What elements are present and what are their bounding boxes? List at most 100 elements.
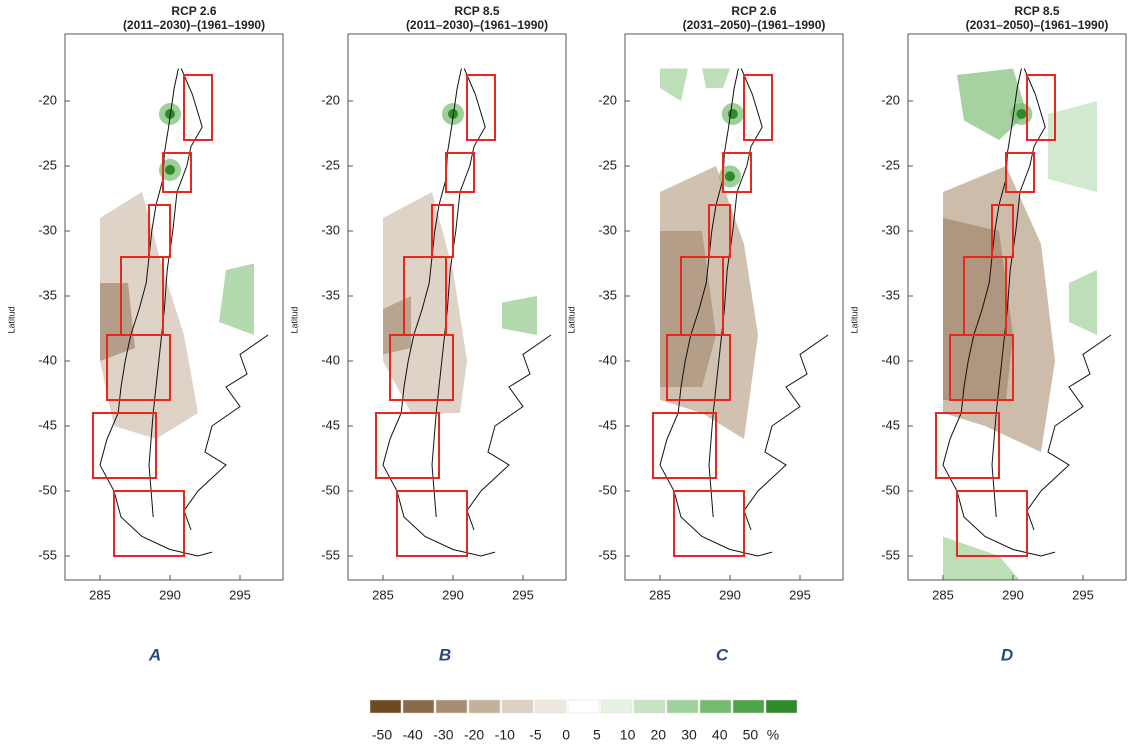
- y-tick-label: -50: [321, 482, 340, 497]
- anomaly-shade: [943, 218, 1013, 400]
- region-box: [396, 490, 468, 557]
- colorbar-swatch: [732, 699, 765, 714]
- colorbar-label: -10: [495, 727, 515, 743]
- region-box: [113, 490, 185, 557]
- x-tick-label: 285: [649, 587, 671, 602]
- axes-frame: [64, 33, 284, 581]
- colorbar-swatch: [600, 699, 633, 714]
- y-tick-label: -45: [598, 417, 617, 432]
- colorbar-label: 20: [651, 727, 667, 743]
- map-panel: RCP 8.5(2011–2030)–(1961–1990) Latitud -20…: [289, 4, 567, 664]
- coastline: [1026, 334, 1112, 531]
- panel-period: (2031–2050)–(1961–1990): [683, 18, 826, 32]
- colorbar-label: -20: [464, 727, 484, 743]
- region-box: [673, 490, 745, 557]
- colorbar-swatch: [534, 699, 567, 714]
- axes-frame: [624, 33, 844, 581]
- colorbar-swatch: [501, 699, 534, 714]
- y-tick-label: -25: [598, 157, 617, 172]
- colorbar-swatch: [765, 699, 798, 714]
- anomaly-spot: [165, 164, 175, 175]
- colorbar-label: 40: [712, 727, 728, 743]
- colorbar-label: 5: [593, 727, 601, 743]
- colorbar-label: -30: [433, 727, 453, 743]
- y-tick-label: -45: [881, 417, 900, 432]
- panel-letter: D: [1001, 645, 1013, 664]
- colorbar-unit: %: [767, 727, 779, 743]
- y-tick-label: -50: [598, 482, 617, 497]
- panel-title: RCP 8.5: [1014, 4, 1059, 18]
- map-area: [375, 68, 552, 557]
- region-box: [1026, 74, 1056, 141]
- map-area: [652, 68, 829, 557]
- anomaly-shade: [660, 231, 716, 387]
- y-tick-label: -35: [321, 287, 340, 302]
- colorbar-label: -50: [372, 727, 392, 743]
- x-tick-label: 285: [932, 587, 954, 602]
- anomaly-shade: [1048, 101, 1097, 192]
- panel-period: (2011–2030)–(1961–1990): [406, 18, 548, 32]
- region-box: [162, 152, 192, 193]
- region-box: [956, 490, 1028, 557]
- colorbar-swatch: [402, 699, 435, 714]
- x-tick-label: 285: [89, 587, 111, 602]
- panel-title: RCP 2.6: [731, 4, 776, 18]
- colorbar-label: -40: [403, 727, 423, 743]
- colorbar-swatch: [666, 699, 699, 714]
- y-tick-label: -35: [38, 287, 57, 302]
- anomaly-spot: [727, 109, 738, 119]
- region-box: [106, 334, 171, 401]
- y-tick-label: -45: [321, 417, 340, 432]
- region-box: [652, 412, 717, 479]
- region-box: [666, 334, 731, 401]
- region-box: [92, 412, 157, 479]
- y-tick-label: -35: [881, 287, 900, 302]
- y-tick-label: -20: [598, 92, 617, 107]
- x-tick-label: 285: [372, 587, 394, 602]
- map-area: [92, 68, 269, 557]
- region-box: [949, 334, 1014, 401]
- y-axis-label: Latitud: [289, 306, 299, 333]
- panel-title: RCP 8.5: [454, 4, 499, 18]
- coastline: [183, 334, 269, 531]
- y-tick-label: -25: [881, 157, 900, 172]
- anomaly-shade: [100, 192, 198, 439]
- region-box: [445, 152, 475, 193]
- y-tick-label: -40: [38, 352, 57, 367]
- region-box: [935, 412, 1000, 479]
- colorbar-label: 10: [620, 727, 636, 743]
- anomaly-shade: [660, 68, 688, 101]
- region-box: [722, 152, 752, 193]
- colorbar-label: 0: [562, 727, 570, 743]
- axes-frame: [347, 33, 567, 581]
- y-tick-label: -20: [321, 92, 340, 107]
- region-box: [389, 334, 454, 401]
- x-tick-label: 290: [442, 587, 464, 602]
- region-box: [183, 74, 213, 141]
- x-tick-label: 295: [789, 587, 811, 602]
- anomaly-shade: [1069, 270, 1097, 335]
- x-tick-label: 290: [159, 587, 181, 602]
- y-tick-label: -50: [38, 482, 57, 497]
- y-tick-label: -25: [38, 157, 57, 172]
- colorbar-label: -5: [529, 727, 542, 743]
- y-tick-label: -40: [321, 352, 340, 367]
- anomaly-shade: [957, 68, 1027, 140]
- anomaly-shade: [660, 166, 758, 439]
- map-panel: RCP 2.6(2011–2030)–(1961–1990) Latitud -20…: [6, 4, 284, 664]
- region-box: [466, 74, 496, 141]
- coastline: [743, 334, 829, 531]
- anomaly-shade: [100, 283, 135, 361]
- colorbar-label: 50: [743, 727, 759, 743]
- y-tick-label: -55: [321, 547, 340, 562]
- x-tick-label: 295: [1072, 587, 1094, 602]
- colorbar-swatch: [699, 699, 732, 714]
- axes-frame: [907, 33, 1127, 581]
- colorbar-label: 30: [681, 727, 697, 743]
- anomaly-spot: [725, 171, 735, 182]
- y-tick-label: -40: [598, 352, 617, 367]
- y-tick-label: -50: [881, 482, 900, 497]
- y-tick-label: -35: [598, 287, 617, 302]
- y-tick-label: -20: [38, 92, 57, 107]
- y-tick-label: -55: [598, 547, 617, 562]
